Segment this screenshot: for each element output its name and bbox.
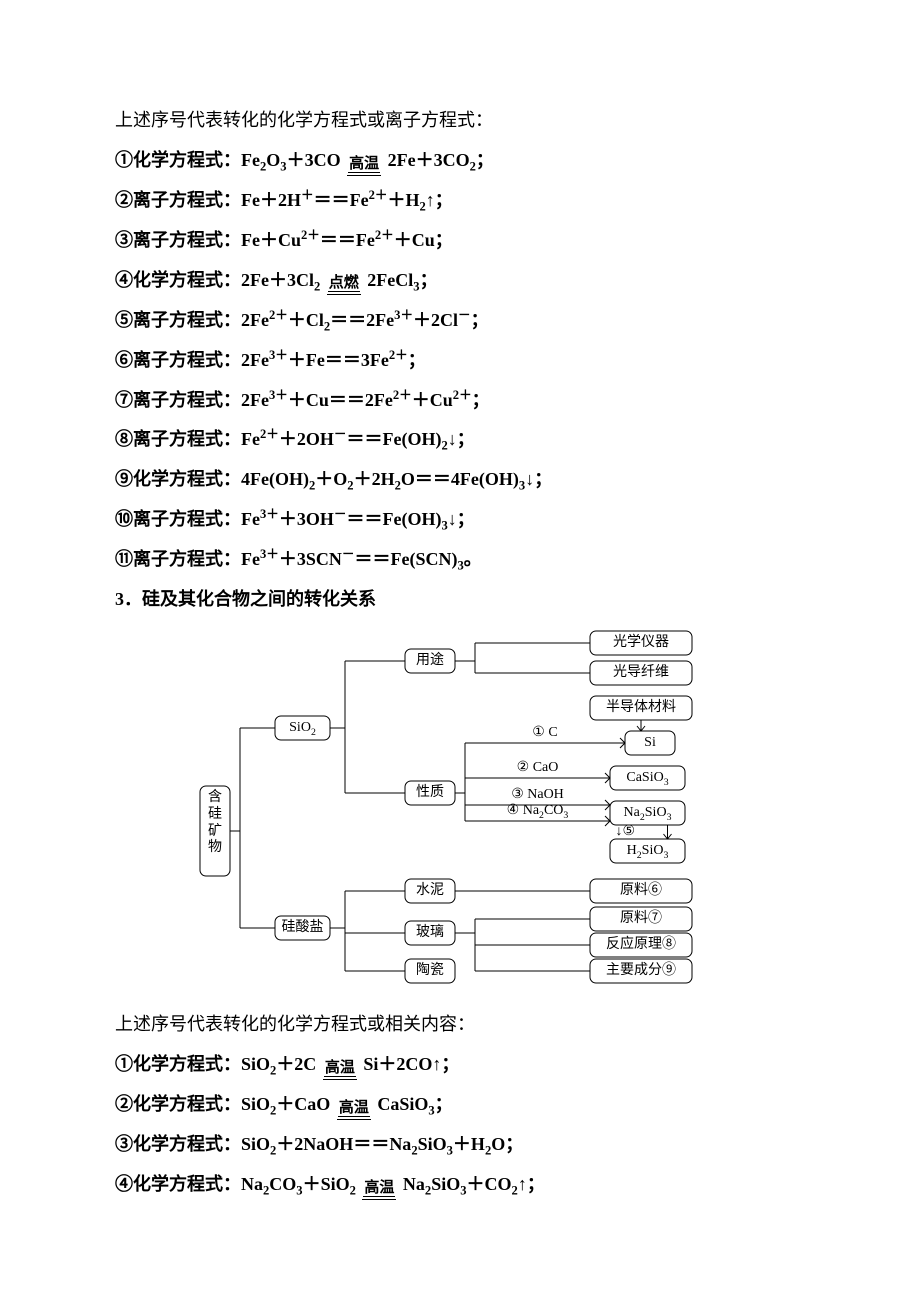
equation-line: ②离子方程式：Fe＋2H＋＝＝Fe2＋＋H2↑； <box>115 182 805 220</box>
equation-line: ④化学方程式：Na2CO3＋SiO2 高温 Na2SiO3＋CO2↑； <box>115 1166 805 1204</box>
equation-line: ⑨化学方程式：4Fe(OH)2＋O2＋2H2O＝＝4Fe(OH)3↓； <box>115 461 805 499</box>
intro-line: 上述序号代表转化的化学方程式或离子方程式： <box>115 102 805 140</box>
equation-line: ①化学方程式：Fe2O3＋3CO 高温 2Fe＋3CO2； <box>115 142 805 180</box>
equation-line: ⑥离子方程式：2Fe3＋＋Fe＝＝3Fe2＋； <box>115 342 805 380</box>
equation-line: ①化学方程式：SiO2＋2C 高温 Si＋2CO↑； <box>115 1046 805 1084</box>
silicon-diagram: 含硅矿物SiO2硅酸盐用途性质水泥玻璃陶瓷光学仪器光导纤维半导体材料SiCaSi… <box>190 621 730 991</box>
silicon-equation-list: ①化学方程式：SiO2＋2C 高温 Si＋2CO↑；②化学方程式：SiO2＋Ca… <box>115 1046 805 1204</box>
equation-line: ⑤离子方程式：2Fe2＋＋Cl2＝＝2Fe3＋＋2Cl－； <box>115 302 805 340</box>
silicon-diagram-wrap: 含硅矿物SiO2硅酸盐用途性质水泥玻璃陶瓷光学仪器光导纤维半导体材料SiCaSi… <box>115 621 805 996</box>
equation-line: ⑧离子方程式：Fe2＋＋2OH－＝＝Fe(OH)2↓； <box>115 421 805 459</box>
equation-line: ③化学方程式：SiO2＋2NaOH＝＝Na2SiO3＋H2O； <box>115 1126 805 1164</box>
equation-line: ⑦离子方程式：2Fe3＋＋Cu＝＝2Fe2＋＋Cu2＋； <box>115 382 805 420</box>
equation-line: ④化学方程式：2Fe＋3Cl2 点燃 2FeCl3； <box>115 262 805 300</box>
section3-heading: 3．硅及其化合物之间的转化关系 <box>115 585 805 611</box>
equation-line: ②化学方程式：SiO2＋CaO 高温 CaSiO3； <box>115 1086 805 1124</box>
equation-line: ③离子方程式：Fe＋Cu2＋＝＝Fe2＋＋Cu； <box>115 222 805 260</box>
document-page: 上述序号代表转化的化学方程式或离子方程式： ①化学方程式：Fe2O3＋3CO 高… <box>0 0 920 1266</box>
equation-line: ⑪离子方程式：Fe3＋＋3SCN－＝＝Fe(SCN)3。 <box>115 541 805 579</box>
silicon-intro-line: 上述序号代表转化的化学方程式或相关内容： <box>115 1006 805 1044</box>
equation-line: ⑩离子方程式：Fe3＋＋3OH－＝＝Fe(OH)3↓； <box>115 501 805 539</box>
iron-equation-list: ①化学方程式：Fe2O3＋3CO 高温 2Fe＋3CO2；②离子方程式：Fe＋2… <box>115 142 805 580</box>
